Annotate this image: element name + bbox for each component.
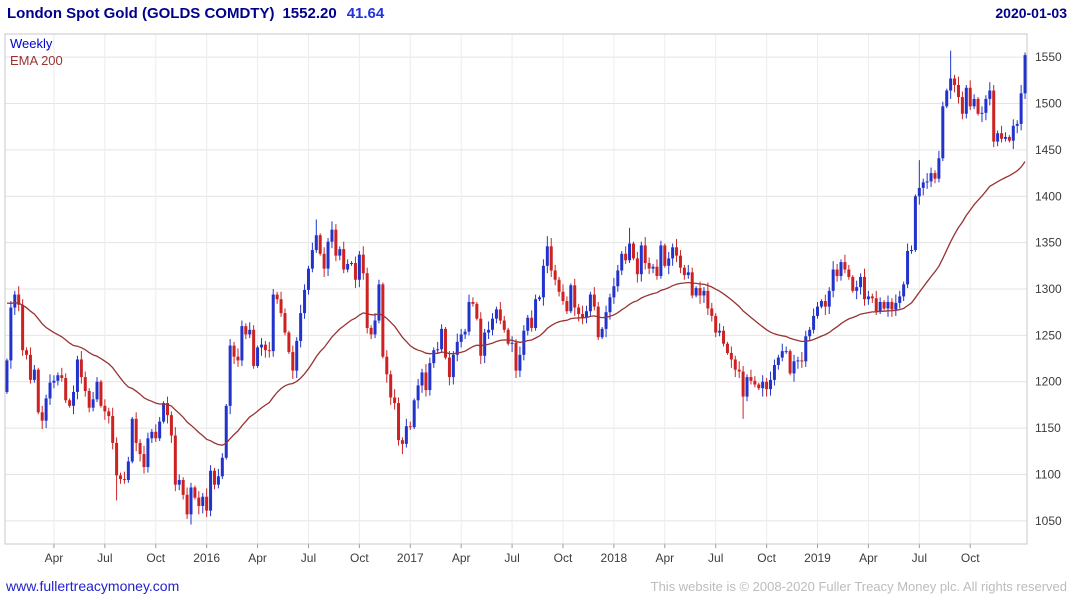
svg-text:Jul: Jul xyxy=(912,551,927,565)
svg-text:2017: 2017 xyxy=(397,551,424,565)
svg-text:Apr: Apr xyxy=(248,551,267,565)
svg-text:1500: 1500 xyxy=(1035,97,1062,111)
svg-text:Apr: Apr xyxy=(859,551,878,565)
price-change: 41.64 xyxy=(346,4,385,22)
svg-text:Apr: Apr xyxy=(45,551,64,565)
svg-text:1200: 1200 xyxy=(1035,375,1062,389)
svg-text:2019: 2019 xyxy=(804,551,831,565)
svg-text:1450: 1450 xyxy=(1035,143,1062,157)
chart-date: 2020-01-03 xyxy=(995,5,1067,21)
svg-text:1300: 1300 xyxy=(1035,282,1062,296)
chart-header: London Spot Gold (GOLDS COMDTY) 1552.20 … xyxy=(0,0,1075,26)
chart-area[interactable]: 1050 1100 1150 1200 1250 1300 1350 1400 1450 1500… xyxy=(0,26,1075,572)
svg-text:1100: 1100 xyxy=(1035,467,1061,481)
legend-ema-label: EMA 200 xyxy=(10,53,63,68)
svg-text:Apr: Apr xyxy=(452,551,471,565)
svg-text:1150: 1150 xyxy=(1035,421,1061,435)
legend-timeframe-label: Weekly xyxy=(10,36,53,51)
svg-text:1400: 1400 xyxy=(1035,189,1062,203)
instrument-title: London Spot Gold (GOLDS COMDTY) xyxy=(7,4,275,22)
footer: www.fullertreacymoney.com This website i… xyxy=(0,574,1075,598)
svg-text:Jul: Jul xyxy=(301,551,316,565)
candlesticks xyxy=(5,50,1027,525)
svg-text:Apr: Apr xyxy=(655,551,674,565)
svg-text:Jul: Jul xyxy=(97,551,112,565)
svg-text:Oct: Oct xyxy=(757,551,776,565)
svg-text:1350: 1350 xyxy=(1035,236,1062,250)
svg-text:Oct: Oct xyxy=(961,551,980,565)
copyright-text: This website is © 2008-2020 Fuller Treac… xyxy=(650,578,1067,594)
svg-text:2018: 2018 xyxy=(601,551,628,565)
svg-text:Oct: Oct xyxy=(554,551,573,565)
svg-text:Oct: Oct xyxy=(146,551,165,565)
last-price: 1552.20 xyxy=(282,4,337,22)
svg-text:1250: 1250 xyxy=(1035,328,1062,342)
price-chart-svg[interactable]: 1050 1100 1150 1200 1250 1300 1350 1400 1450 1500… xyxy=(0,26,1075,572)
axis-labels: 1050 1100 1150 1200 1250 1300 1350 1400 1450 1500… xyxy=(45,50,1062,565)
gridlines xyxy=(5,34,1027,548)
svg-text:Oct: Oct xyxy=(350,551,369,565)
svg-text:1050: 1050 xyxy=(1035,514,1062,528)
plot-border xyxy=(4,33,1028,545)
svg-text:Jul: Jul xyxy=(708,551,723,565)
svg-text:2016: 2016 xyxy=(193,551,220,565)
ema-line xyxy=(6,161,1026,446)
svg-text:1550: 1550 xyxy=(1035,50,1062,64)
website-link[interactable]: www.fullertreacymoney.com xyxy=(6,578,180,594)
svg-text:Jul: Jul xyxy=(504,551,519,565)
